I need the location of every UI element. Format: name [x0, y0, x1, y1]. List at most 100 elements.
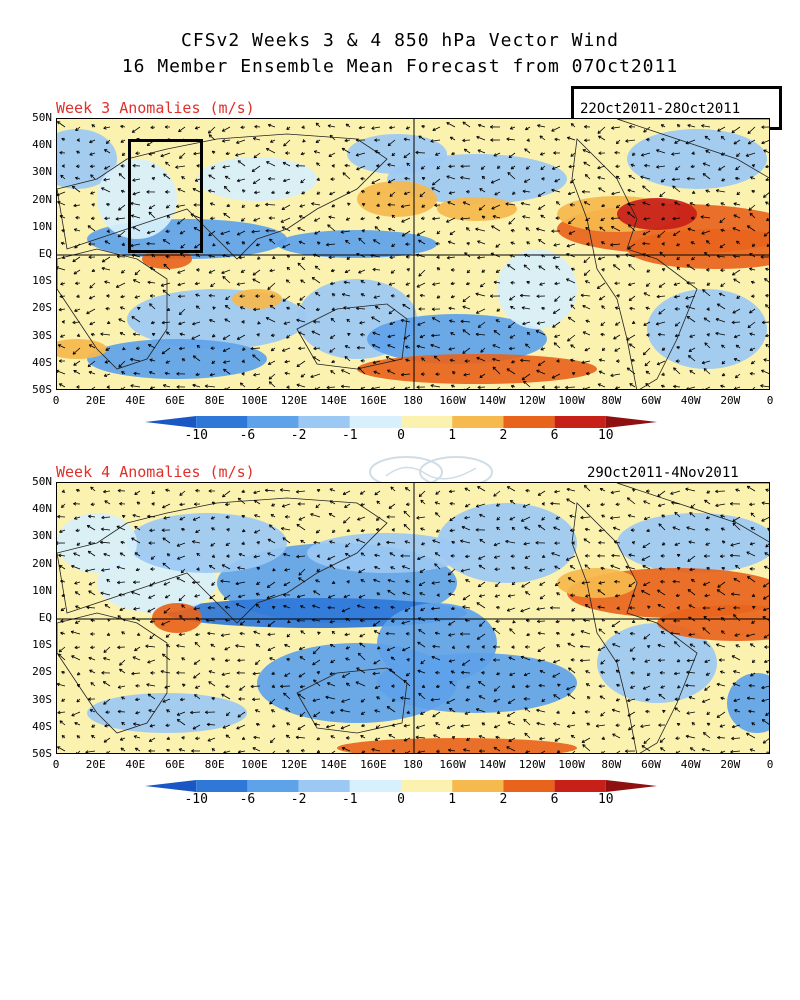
longitude-label: 140E	[320, 394, 347, 407]
latitude-label: 50S	[32, 383, 52, 396]
colorbar-label: 6	[550, 428, 559, 443]
colorbar-label: 2	[499, 792, 508, 807]
colorbar-segment	[298, 780, 350, 792]
longitude-label: 80E	[204, 758, 225, 771]
colorbar-label: -10	[184, 428, 208, 443]
region-highlight-box	[128, 139, 203, 253]
longitude-label: 140E	[320, 758, 347, 771]
panel1-label: Week 3 Anomalies (m/s)	[56, 99, 255, 117]
colorbar-segment	[145, 780, 197, 792]
colorbar-segment	[196, 416, 248, 428]
longitude-label: 0	[52, 758, 60, 771]
colorbar-segment	[401, 780, 453, 792]
latitude-label: 40S	[32, 355, 52, 369]
week3-anomaly-map	[56, 118, 770, 390]
latitude-label: 40N	[32, 138, 52, 152]
longitude-label: 60W	[641, 394, 661, 407]
panel2-label: Week 4 Anomalies (m/s)	[56, 463, 255, 481]
longitude-label: 80W	[601, 758, 622, 771]
longitude-label: 0	[52, 394, 60, 407]
longitude-label: 80W	[601, 394, 622, 407]
colorbar-label: -6	[239, 792, 256, 807]
colorbar	[145, 416, 657, 428]
colorbar-segment	[452, 416, 504, 428]
longitude-label: 40E	[125, 758, 146, 771]
colorbar-segment	[349, 416, 401, 428]
colorbar	[145, 780, 657, 792]
colorbar-segment	[247, 416, 299, 428]
latitude-label: 20S	[32, 301, 52, 315]
colorbar-segment	[605, 416, 657, 428]
longitude-label: 140W	[479, 394, 506, 407]
colorbar-segment	[554, 416, 606, 428]
colorbar-segment	[605, 780, 657, 792]
latitude-label: 30S	[32, 692, 52, 706]
latitude-label: 40N	[32, 502, 52, 516]
chart-subtitle: 16 Member Ensemble Mean Forecast from 07…	[121, 56, 679, 77]
colorbar-label: -10	[184, 792, 208, 807]
longitude-label: 0	[766, 394, 774, 407]
colorbar-label: 2	[499, 428, 508, 443]
longitude-label: 100E	[241, 758, 268, 771]
latitude-label: 30N	[32, 529, 52, 543]
colorbar-segment	[298, 416, 350, 428]
latitude-label: 30N	[32, 165, 52, 179]
longitude-label: 60W	[641, 758, 661, 771]
longitude-label: 0	[766, 758, 774, 771]
longitude-label: 40E	[125, 394, 146, 407]
longitude-label: 160E	[360, 758, 387, 771]
colorbar-label: -1	[341, 792, 358, 807]
latitude-label: 20N	[32, 192, 52, 206]
longitude-label: 100W	[558, 758, 585, 771]
longitude-label: 80E	[204, 394, 225, 407]
longitude-label: 20W	[720, 758, 741, 771]
latitude-label: 20S	[32, 665, 52, 679]
panel2-dates: 29Oct2011-4Nov2011	[587, 465, 739, 481]
colorbar-segment	[247, 780, 299, 792]
longitude-label: 120W	[518, 394, 546, 407]
colorbar-segment	[401, 416, 453, 428]
latitude-label: 10S	[32, 274, 52, 288]
latitude-label: EQ	[38, 247, 52, 260]
latitude-label: 20N	[32, 556, 52, 570]
latitude-label: 10N	[32, 219, 52, 233]
longitude-label: 180	[403, 394, 423, 407]
latitude-label: 10N	[32, 583, 52, 597]
longitude-label: 40W	[680, 394, 701, 407]
longitude-label: 140W	[479, 758, 506, 771]
colorbar-label: 10	[597, 428, 614, 443]
latitude-label: 50N	[32, 475, 52, 488]
colorbar-label: 10	[597, 792, 614, 807]
longitude-label: 60E	[165, 394, 185, 407]
colorbar-label: 0	[397, 792, 405, 807]
colorbar-segment	[349, 780, 401, 792]
colorbar-label: -2	[290, 792, 307, 807]
colorbar-segment	[554, 780, 606, 792]
longitude-label: 100E	[241, 394, 268, 407]
longitude-label: 20W	[720, 394, 741, 407]
panel1-dates: 22Oct2011-28Oct2011	[580, 101, 741, 117]
chart-title: CFSv2 Weeks 3 & 4 850 hPa Vector Wind	[181, 30, 619, 51]
latitude-label: 30S	[32, 328, 52, 342]
colorbar-label: -2	[290, 428, 307, 443]
longitude-label: 160W	[439, 394, 466, 407]
latitude-label: EQ	[38, 611, 52, 624]
latitude-label: 10S	[32, 638, 52, 652]
longitude-label: 20E	[85, 394, 106, 407]
longitude-label: 180	[403, 758, 423, 771]
colorbar-label: 1	[448, 428, 457, 443]
longitude-label: 120E	[280, 758, 308, 771]
longitude-label: 160W	[439, 758, 466, 771]
colorbar-segment	[145, 416, 197, 428]
latitude-label: 40S	[32, 719, 52, 733]
colorbar-segment	[196, 780, 248, 792]
colorbar-segment	[452, 780, 504, 792]
longitude-label: 20E	[85, 758, 106, 771]
longitude-label: 100W	[558, 394, 585, 407]
longitude-label: 40W	[680, 758, 701, 771]
longitude-label: 120W	[518, 758, 546, 771]
colorbar-label: -6	[239, 428, 256, 443]
latitude-label: 50S	[32, 747, 52, 760]
longitude-label: 60E	[165, 758, 185, 771]
colorbar-label: 0	[397, 428, 405, 443]
